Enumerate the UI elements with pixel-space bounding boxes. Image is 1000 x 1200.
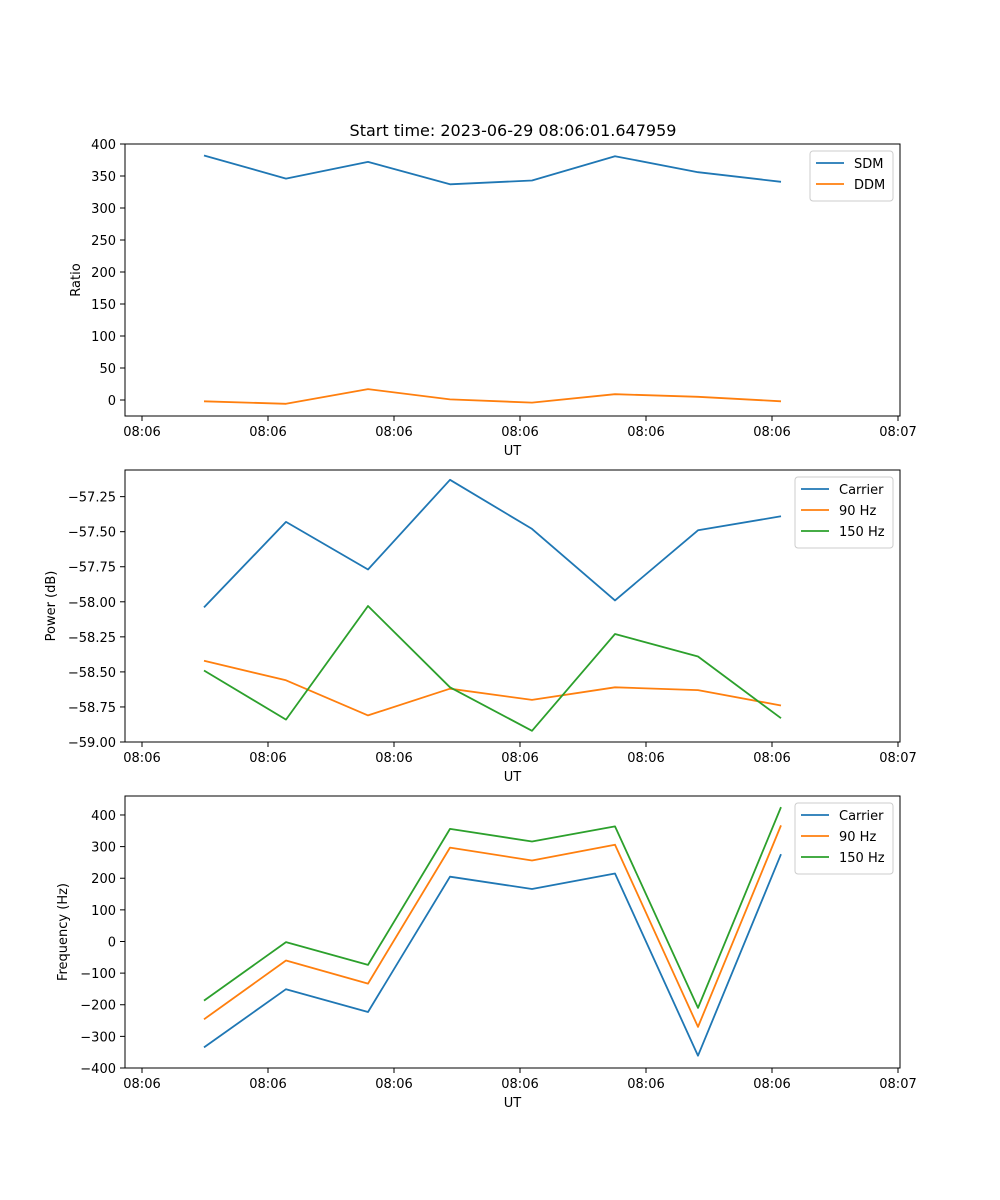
x-tick-label: 08:06 [249, 751, 286, 766]
x-tick-label: 08:06 [123, 1077, 160, 1092]
x-tick-label: 08:06 [123, 751, 160, 766]
x-tick-label: 08:06 [753, 751, 790, 766]
y-tick-label: −400 [80, 1062, 116, 1077]
ratio-chart: 08:06 08:06 08:06 08:06 08:06 08:06 08:07 0 50 10… [69, 138, 917, 459]
y-tick-label: 0 [108, 935, 116, 950]
y-tick-label: −58.00 [68, 596, 116, 611]
legend-label: Carrier [839, 809, 884, 824]
y-tick-label: 0 [108, 394, 116, 409]
legend-label: 150 Hz [839, 525, 885, 540]
y-tick-label: −57.75 [68, 561, 116, 576]
plot-frame [124, 469, 901, 743]
x-tick-label: 08:07 [879, 751, 916, 766]
power-chart: 08:06 08:06 08:06 08:06 08:06 08:06 08:07 −59.0… [44, 469, 917, 785]
x-tick-label: 08:06 [249, 425, 286, 440]
y-tick-label: −59.00 [68, 736, 116, 751]
x-tick-label: 08:06 [501, 425, 538, 440]
series-line-sdm [203, 154, 782, 186]
plot-frame [124, 795, 901, 1069]
x-axis-label: UT [504, 770, 522, 785]
figure-title: Start time: 2023-06-29 08:06:01.647959 [350, 121, 677, 140]
x-tick-label: 08:06 [627, 425, 664, 440]
plot-frame [124, 143, 901, 417]
x-tick-label: 08:06 [375, 751, 412, 766]
y-tick-label: −200 [80, 999, 116, 1014]
x-tick-label: 08:06 [501, 1077, 538, 1092]
x-axis-label: UT [504, 444, 522, 459]
y-tick-label: 100 [91, 330, 116, 345]
y-tick-label: 350 [91, 170, 116, 185]
x-tick-label: 08:06 [753, 1077, 790, 1092]
y-tick-label: −58.25 [68, 631, 116, 646]
series-line-90-hz [203, 659, 782, 717]
legend-label: DDM [854, 178, 885, 193]
series-line-90-hz [203, 825, 782, 1028]
y-tick-label: −58.75 [68, 701, 116, 716]
y-tick-label: 300 [91, 841, 116, 856]
x-tick-label: 08:06 [123, 425, 160, 440]
y-tick-label: 250 [91, 234, 116, 249]
legend-label: SDM [854, 157, 883, 172]
frequency-chart: 08:06 08:06 08:06 08:06 08:06 08:06 08:07 −400 −… [56, 795, 917, 1111]
x-tick-label: 08:06 [375, 425, 412, 440]
y-tick-label: 50 [99, 362, 116, 377]
y-tick-label: −100 [80, 967, 116, 982]
x-tick-label: 08:06 [249, 1077, 286, 1092]
x-tick-label: 08:07 [879, 1077, 916, 1092]
y-tick-label: −57.50 [68, 526, 116, 541]
x-axis-label: UT [504, 1096, 522, 1111]
x-tick-label: 08:06 [627, 1077, 664, 1092]
x-tick-label: 08:06 [375, 1077, 412, 1092]
series-line-ddm [203, 388, 782, 405]
y-tick-label: 400 [91, 138, 116, 153]
y-axis-label: Ratio [69, 263, 84, 296]
legend-label: Carrier [839, 483, 884, 498]
series-line-carrier [203, 853, 782, 1057]
y-axis-label: Power (dB) [44, 571, 59, 642]
y-tick-label: 300 [91, 202, 116, 217]
legend-label: 150 Hz [839, 851, 885, 866]
x-tick-label: 08:06 [627, 751, 664, 766]
series-line-carrier [203, 478, 782, 609]
x-tick-label: 08:06 [753, 425, 790, 440]
legend-label: 90 Hz [839, 830, 876, 845]
series-line-150-hz [203, 806, 782, 1009]
y-tick-label: 400 [91, 809, 116, 824]
y-axis-label: Frequency (Hz) [56, 883, 71, 981]
y-tick-label: −57.25 [68, 491, 116, 506]
y-tick-label: −300 [80, 1030, 116, 1045]
y-tick-label: 200 [91, 266, 116, 281]
series-line-150-hz [203, 605, 782, 732]
y-tick-label: 100 [91, 904, 116, 919]
x-tick-label: 08:06 [501, 751, 538, 766]
x-tick-label: 08:07 [879, 425, 916, 440]
y-tick-label: 150 [91, 298, 116, 313]
y-tick-label: 200 [91, 872, 116, 887]
legend-label: 90 Hz [839, 504, 876, 519]
y-tick-label: −58.50 [68, 666, 116, 681]
